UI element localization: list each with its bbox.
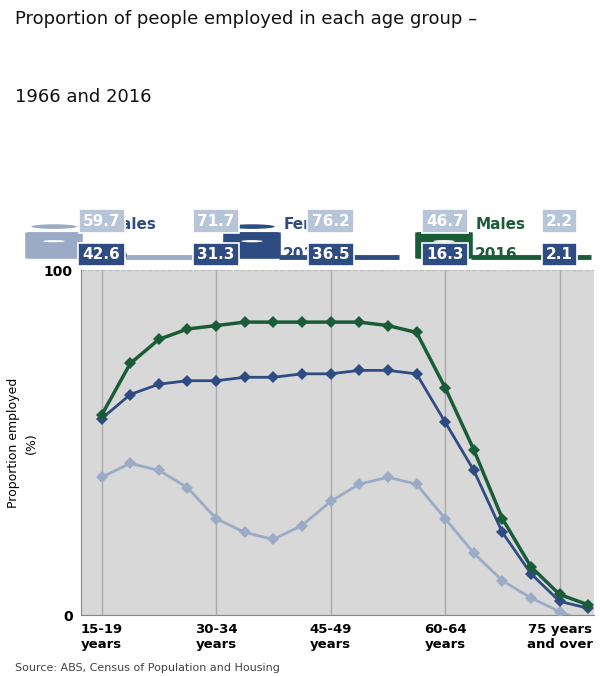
Circle shape — [421, 224, 467, 229]
Text: 16.3: 16.3 — [427, 247, 464, 262]
FancyBboxPatch shape — [25, 232, 83, 259]
Text: Proportion of people employed in each age group –: Proportion of people employed in each ag… — [15, 11, 477, 28]
Circle shape — [241, 240, 263, 242]
Text: 36.5: 36.5 — [312, 247, 349, 262]
FancyBboxPatch shape — [223, 232, 281, 259]
FancyBboxPatch shape — [415, 232, 473, 259]
Circle shape — [43, 240, 65, 242]
Text: Females: Females — [85, 217, 156, 232]
Text: Source: ABS, Census of Population and Housing: Source: ABS, Census of Population and Ho… — [15, 662, 280, 673]
Text: 71.7: 71.7 — [197, 214, 235, 228]
Text: 1966 and 2016: 1966 and 2016 — [15, 88, 151, 106]
Text: Males: Males — [475, 217, 525, 232]
Text: Females: Females — [283, 217, 354, 232]
Text: 59.7: 59.7 — [83, 214, 121, 228]
Text: 2.2: 2.2 — [546, 214, 573, 228]
Circle shape — [229, 224, 275, 229]
Text: 2016: 2016 — [283, 247, 326, 262]
Y-axis label: Proportion employed
(%): Proportion employed (%) — [7, 378, 38, 508]
Text: 1966: 1966 — [85, 247, 128, 262]
Text: 42.6: 42.6 — [83, 247, 121, 262]
Text: 2.1: 2.1 — [546, 247, 573, 262]
Text: 2016: 2016 — [475, 247, 518, 262]
Circle shape — [433, 240, 455, 242]
Text: 31.3: 31.3 — [197, 247, 235, 262]
Circle shape — [31, 224, 77, 229]
Text: 76.2: 76.2 — [312, 214, 350, 228]
Text: 46.7: 46.7 — [427, 214, 464, 228]
